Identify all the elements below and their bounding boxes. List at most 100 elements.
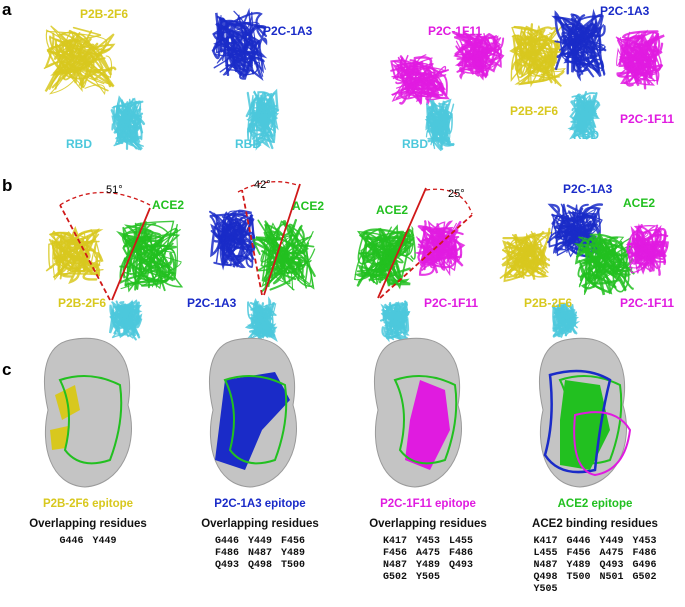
residue: G502 (382, 572, 407, 583)
ace2-footprint-outline (223, 375, 288, 465)
residue: F456 (281, 536, 306, 547)
epitope-column: P2C-1A3 epitope Overlapping residues G44… (177, 498, 343, 571)
angle-arc (425, 188, 473, 215)
residue: Y449 (599, 536, 624, 547)
ribbon-p2c-1f11 (615, 29, 665, 90)
epitope-column: P2C-1F11 epitope Overlapping residues K4… (345, 498, 511, 583)
residue: F486 (449, 548, 474, 559)
label-a4-rbd: RBD (573, 128, 599, 142)
ribbon-p2c-1a3 (211, 7, 268, 81)
residue: Y449 (247, 536, 272, 547)
residue: L455 (533, 548, 558, 559)
residue: L455 (449, 536, 474, 547)
residue: G502 (632, 572, 657, 583)
angle-b3: 25° (448, 188, 465, 200)
epitope-title: ACE2 epitope (557, 498, 633, 510)
ribbon-ace2 (353, 224, 416, 290)
residue: G496 (632, 560, 657, 571)
label-b3-antibody: P2C-1F11 (424, 296, 479, 310)
label-b1-receptor: ACE2 (152, 198, 185, 212)
residue: Y489 (281, 548, 306, 559)
residue: Y449 (92, 536, 117, 547)
residue: N487 (533, 560, 558, 571)
ace2-footprint-outline (558, 375, 623, 465)
ribbon-p2c-1f11 (452, 31, 505, 81)
ribbon-rbd (245, 88, 280, 151)
label-a3-antibody: P2C-1F11 (428, 24, 483, 38)
angle-arc (237, 181, 301, 193)
residue: Y505 (415, 572, 440, 583)
label-a3-rbd: RBD (402, 137, 428, 151)
label-b2-antibody: P2C-1A3 (187, 296, 237, 310)
angle-line (377, 187, 427, 299)
residue-heading: Overlapping residues (201, 518, 319, 530)
label-a4-p2b-2f6: P2B-2F6 (510, 104, 559, 118)
ace2-footprint-outline (393, 375, 458, 465)
residue: N501 (599, 572, 624, 583)
residue: Y505 (533, 584, 558, 595)
angle-line (263, 183, 301, 296)
epitope-column: ACE2 epitope ACE2 binding residues K417 G… (512, 498, 678, 595)
residue: F486 (214, 548, 239, 559)
residue-heading: Overlapping residues (369, 518, 487, 530)
residue: Y489 (566, 560, 591, 571)
residue: N487 (247, 548, 272, 559)
ribbon-p2b-2f6 (45, 225, 104, 285)
residue-grid: G446 Y449 F456 F486 N487 Y489 Q493 Q498 T500 (177, 536, 343, 571)
residue: Q498 (247, 560, 272, 571)
label-b2-receptor: ACE2 (292, 199, 325, 213)
residue-heading: Overlapping residues (29, 518, 147, 530)
ace2-footprint-outline (58, 375, 123, 465)
label-a2-rbd: RBD (235, 137, 261, 151)
epitope-patch-p2c-1a3 (215, 372, 290, 470)
ribbon-p2c-1f11 (625, 223, 669, 276)
ribbon-ace2 (573, 231, 635, 296)
label-b4-p2c-1a3: P2C-1A3 (563, 182, 613, 196)
residue: Q493 (214, 560, 239, 571)
residue: T500 (566, 572, 591, 583)
ribbon-rbd (567, 91, 601, 140)
residue: G446 (566, 536, 591, 547)
label-a4-p2c-1f11: P2C-1F11 (620, 112, 675, 126)
residue-grid: G446 Y449 (5, 536, 171, 547)
p2c-1a3-footprint-outline (543, 369, 612, 474)
residue: Y489 (415, 560, 440, 571)
label-a1-antibody: P2B-2F6 (80, 7, 129, 21)
label-b4-receptor: ACE2 (623, 196, 656, 210)
ribbon-rbd (424, 98, 455, 152)
panel-letter-b: b (2, 176, 13, 195)
ribbon-p2c-1a3 (209, 209, 256, 271)
residue: K417 (533, 536, 558, 547)
epitope-title: P2C-1F11 epitope (380, 498, 476, 510)
ribbon-rbd (551, 302, 581, 339)
epitope-column: P2B-2F6 epitope Overlapping residues G44… (5, 498, 171, 547)
ribbon-p2b-2f6 (499, 227, 554, 283)
epitope-title: P2C-1A3 epitope (214, 498, 306, 510)
label-a4-p2c-1a3: P2C-1A3 (600, 4, 650, 18)
rbd-surface (43, 337, 132, 488)
ribbon-rbd (110, 95, 146, 151)
residue: A475 (415, 548, 440, 559)
angle-arc (59, 191, 151, 206)
residue: G446 (59, 536, 84, 547)
panel-letter-a: a (2, 0, 12, 19)
residue: T500 (281, 560, 306, 571)
residue-grid: K417 G446 Y449 Y453 L455 F456 A475 F486 N487 Y489… (512, 536, 678, 595)
residue: A475 (599, 548, 624, 559)
ribbon-p2b-2f6 (509, 23, 566, 88)
ribbon-p2c-1a3 (547, 203, 604, 259)
structure-artwork (43, 7, 669, 488)
ribbon-p2b-2f6 (43, 25, 117, 96)
residue: N487 (382, 560, 407, 571)
residue: K417 (382, 536, 407, 547)
panel-letter-c: c (2, 360, 12, 379)
label-a1-rbd: RBD (66, 137, 92, 151)
epitope-patch-p2c-1f11 (405, 380, 450, 470)
label-b3-receptor: ACE2 (376, 203, 409, 217)
p2c-1f11-footprint-outline (573, 411, 632, 477)
ribbon-p2c-1a3 (551, 8, 607, 82)
ribbon-ace2 (115, 220, 184, 293)
residue-heading: ACE2 binding residues (532, 518, 658, 530)
angle-line-dashed (241, 189, 263, 296)
